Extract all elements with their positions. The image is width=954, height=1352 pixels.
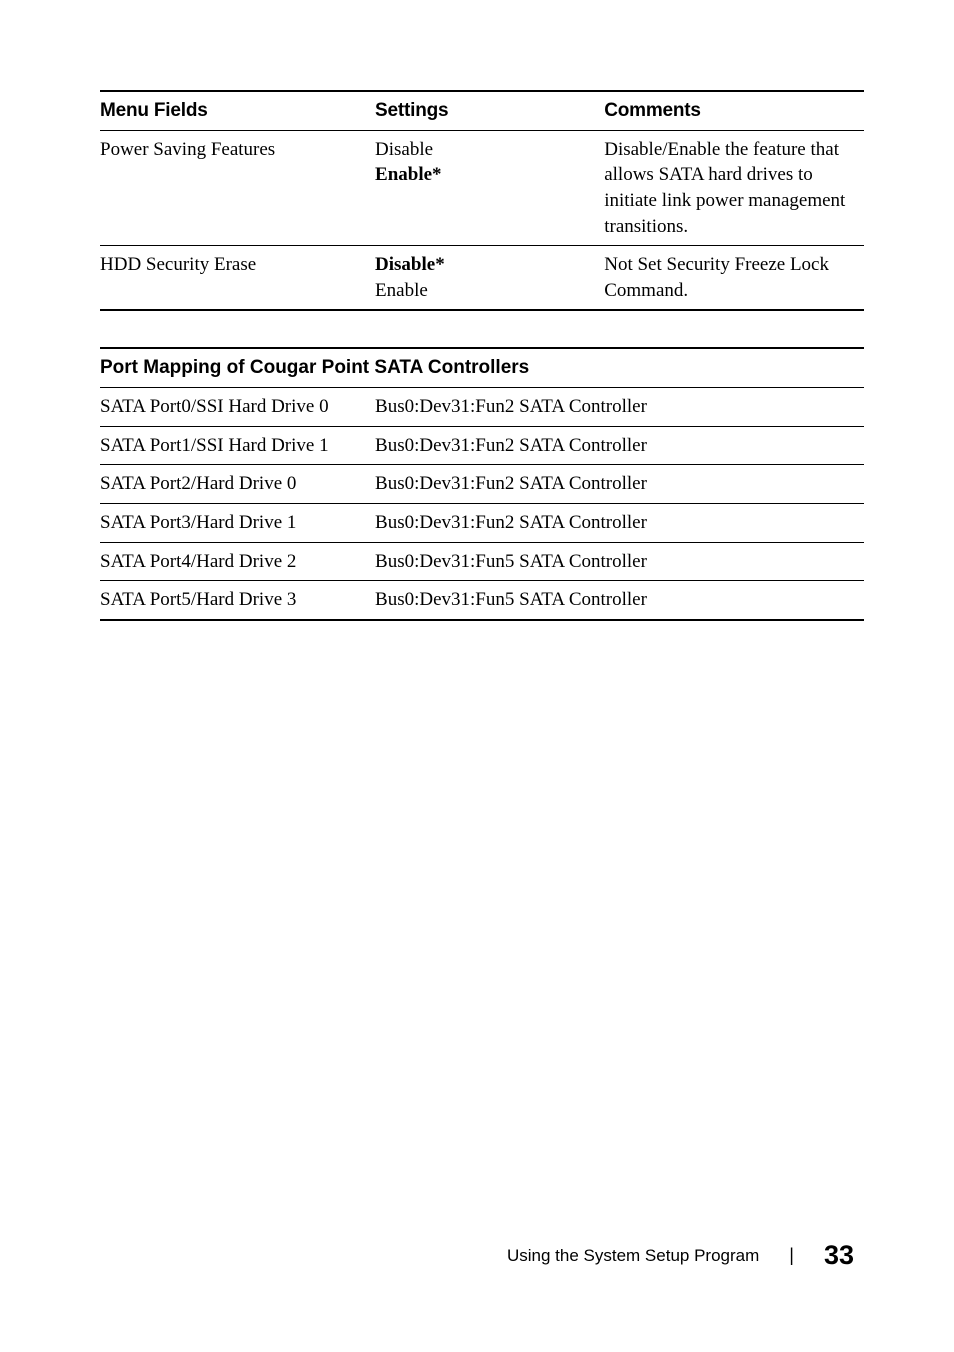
setting-value: Disable — [375, 137, 594, 163]
table-row: SATA Port1/SSI Hard Drive 1 Bus0:Dev31:F… — [100, 426, 864, 465]
cell-comments: Disable/Enable the feature that allows S… — [604, 130, 864, 246]
setting-value: Disable* — [375, 252, 594, 278]
menu-fields-table: Menu Fields Settings Comments Power Savi… — [100, 90, 864, 311]
cell-controller: Bus0:Dev31:Fun5 SATA Controller — [375, 542, 864, 581]
cell-comments: Not Set Security Freeze Lock Command. — [604, 246, 864, 311]
table-title-row: Port Mapping of Cougar Point SATA Contro… — [100, 348, 864, 387]
cell-port: SATA Port2/Hard Drive 0 — [100, 465, 375, 504]
footer-section-label: Using the System Setup Program — [507, 1246, 759, 1266]
page-number: 33 — [824, 1240, 854, 1271]
port-mapping-table: Port Mapping of Cougar Point SATA Contro… — [100, 347, 864, 620]
cell-menu: Power Saving Features — [100, 130, 375, 246]
col-header-comments: Comments — [604, 91, 864, 130]
cell-controller: Bus0:Dev31:Fun5 SATA Controller — [375, 581, 864, 620]
col-header-menu: Menu Fields — [100, 91, 375, 130]
cell-controller: Bus0:Dev31:Fun2 SATA Controller — [375, 388, 864, 427]
table-row: SATA Port4/Hard Drive 2 Bus0:Dev31:Fun5 … — [100, 542, 864, 581]
table-row: Power Saving Features Disable Enable* Di… — [100, 130, 864, 246]
page-footer: Using the System Setup Program | 33 — [0, 1240, 954, 1271]
cell-port: SATA Port1/SSI Hard Drive 1 — [100, 426, 375, 465]
cell-port: SATA Port5/Hard Drive 3 — [100, 581, 375, 620]
cell-port: SATA Port0/SSI Hard Drive 0 — [100, 388, 375, 427]
table-row: SATA Port2/Hard Drive 0 Bus0:Dev31:Fun2 … — [100, 465, 864, 504]
page-content: Menu Fields Settings Comments Power Savi… — [0, 0, 954, 621]
cell-controller: Bus0:Dev31:Fun2 SATA Controller — [375, 426, 864, 465]
cell-controller: Bus0:Dev31:Fun2 SATA Controller — [375, 465, 864, 504]
setting-value: Enable* — [375, 162, 594, 188]
table-row: SATA Port0/SSI Hard Drive 0 Bus0:Dev31:F… — [100, 388, 864, 427]
table-row: HDD Security Erase Disable* Enable Not S… — [100, 246, 864, 311]
table-row: SATA Port3/Hard Drive 1 Bus0:Dev31:Fun2 … — [100, 504, 864, 543]
cell-port: SATA Port3/Hard Drive 1 — [100, 504, 375, 543]
table-header-row: Menu Fields Settings Comments — [100, 91, 864, 130]
footer-separator: | — [789, 1245, 794, 1266]
setting-value: Enable — [375, 278, 594, 304]
cell-controller: Bus0:Dev31:Fun2 SATA Controller — [375, 504, 864, 543]
cell-menu: HDD Security Erase — [100, 246, 375, 311]
col-header-settings: Settings — [375, 91, 604, 130]
table-title: Port Mapping of Cougar Point SATA Contro… — [100, 348, 864, 387]
cell-port: SATA Port4/Hard Drive 2 — [100, 542, 375, 581]
cell-settings: Disable* Enable — [375, 246, 604, 311]
table-row: SATA Port5/Hard Drive 3 Bus0:Dev31:Fun5 … — [100, 581, 864, 620]
cell-settings: Disable Enable* — [375, 130, 604, 246]
spacer — [100, 311, 864, 347]
footer-inner: Using the System Setup Program | 33 — [0, 1240, 954, 1271]
